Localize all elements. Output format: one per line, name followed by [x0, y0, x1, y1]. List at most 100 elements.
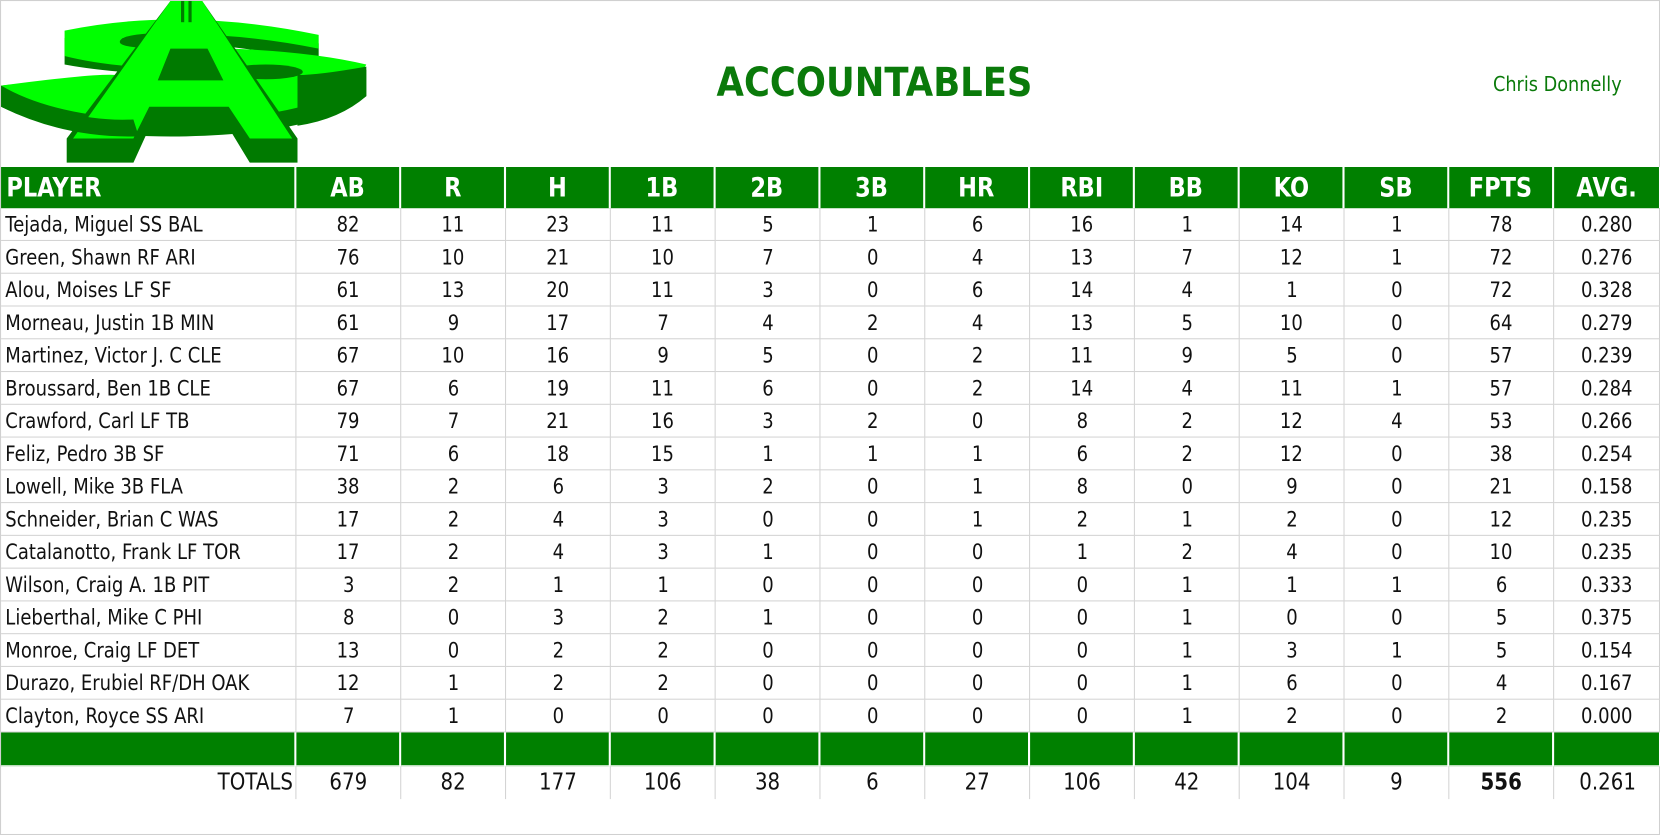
total-cell-sb[interactable]: 9: [1345, 766, 1450, 800]
stat-cell-ko[interactable]: 5: [1239, 339, 1345, 373]
stat-cell-r[interactable]: 1: [401, 699, 507, 733]
stat-cell-3b[interactable]: 0: [820, 372, 926, 405]
stat-cell-r[interactable]: 0: [401, 601, 507, 635]
stat-cell-sb[interactable]: 0: [1344, 666, 1450, 700]
player-cell[interactable]: Broussard, Ben 1B CLE: [1, 372, 297, 405]
stat-cell-ko[interactable]: 4: [1239, 535, 1345, 569]
total-cell-hr[interactable]: 27: [925, 766, 1031, 800]
player-cell[interactable]: Monroe, Craig LF DET: [1, 634, 297, 667]
stat-cell-sb[interactable]: 0: [1344, 535, 1450, 569]
stat-cell-bb[interactable]: 1: [1134, 568, 1240, 602]
stat-cell-h[interactable]: 21: [506, 240, 611, 274]
stat-cell-hr[interactable]: 0: [925, 404, 1031, 438]
stat-cell-avg[interactable]: 0.279: [1554, 307, 1660, 340]
stat-cell-sb[interactable]: 1: [1344, 568, 1450, 602]
stat-cell-bb[interactable]: 5: [1134, 306, 1240, 340]
column-header-rbi[interactable]: RBI: [1030, 167, 1135, 209]
stat-cell-fpts[interactable]: 4: [1449, 666, 1555, 700]
total-cell-ab[interactable]: 679: [296, 766, 402, 800]
stat-cell-fpts[interactable]: 5: [1449, 634, 1555, 667]
player-cell[interactable]: Green, Shawn RF ARI: [1, 240, 297, 274]
stat-cell-1b[interactable]: 0: [610, 699, 716, 733]
column-header-fpts[interactable]: FPTS: [1449, 167, 1555, 209]
stat-cell-ab[interactable]: 38: [296, 470, 402, 504]
stat-cell-2b[interactable]: 1: [715, 437, 821, 471]
stat-cell-hr[interactable]: 0: [925, 666, 1031, 700]
player-cell[interactable]: Clayton, Royce SS ARI: [1, 699, 297, 733]
stat-cell-bb[interactable]: 1: [1134, 503, 1240, 536]
stat-cell-bb[interactable]: 2: [1134, 437, 1240, 471]
stat-cell-hr[interactable]: 0: [925, 535, 1031, 569]
stat-cell-fpts[interactable]: 57: [1449, 372, 1555, 405]
stat-cell-rbi[interactable]: 11: [1030, 339, 1135, 373]
stat-cell-avg[interactable]: 0.158: [1554, 470, 1660, 504]
stat-cell-3b[interactable]: 0: [820, 240, 926, 274]
stat-cell-1b[interactable]: 15: [610, 437, 716, 471]
stat-cell-2b[interactable]: 3: [715, 273, 821, 307]
player-cell[interactable]: Durazo, Erubiel RF/DH OAK: [1, 666, 297, 700]
stat-cell-3b[interactable]: 1: [820, 208, 926, 241]
total-cell-3b[interactable]: 6: [820, 766, 926, 800]
stat-cell-hr[interactable]: 1: [925, 503, 1031, 536]
stat-cell-1b[interactable]: 11: [610, 273, 716, 307]
stat-cell-bb[interactable]: 1: [1134, 634, 1240, 667]
stat-cell-ko[interactable]: 10: [1239, 306, 1345, 340]
stat-cell-ab[interactable]: 7: [296, 699, 402, 733]
stat-cell-hr[interactable]: 0: [925, 699, 1031, 733]
total-cell-r[interactable]: 82: [401, 766, 507, 800]
stat-cell-sb[interactable]: 4: [1344, 404, 1450, 438]
stat-cell-rbi[interactable]: 13: [1030, 306, 1135, 340]
stat-cell-ko[interactable]: 2: [1239, 503, 1345, 536]
stat-cell-2b[interactable]: 4: [715, 306, 821, 340]
stat-cell-ab[interactable]: 17: [296, 535, 402, 569]
stat-cell-3b[interactable]: 1: [820, 437, 926, 471]
stat-cell-sb[interactable]: 0: [1344, 470, 1450, 504]
stat-cell-bb[interactable]: 9: [1134, 339, 1240, 373]
stat-cell-rbi[interactable]: 0: [1030, 568, 1135, 602]
column-header-ko[interactable]: KO: [1239, 167, 1345, 209]
stat-cell-h[interactable]: 4: [506, 503, 611, 536]
stat-cell-3b[interactable]: 0: [820, 339, 926, 373]
stat-cell-fpts[interactable]: 12: [1449, 503, 1555, 536]
stat-cell-sb[interactable]: 0: [1344, 437, 1450, 471]
stat-cell-h[interactable]: 1: [506, 568, 611, 602]
stat-cell-fpts[interactable]: 53: [1449, 404, 1555, 438]
player-cell[interactable]: Martinez, Victor J. C CLE: [1, 339, 297, 373]
stat-cell-sb[interactable]: 0: [1344, 339, 1450, 373]
stat-cell-h[interactable]: 21: [506, 404, 611, 438]
stat-cell-h[interactable]: 17: [506, 306, 611, 340]
stat-cell-bb[interactable]: 1: [1134, 699, 1240, 733]
stat-cell-h[interactable]: 4: [506, 535, 611, 569]
stat-cell-ab[interactable]: 8: [296, 601, 402, 635]
player-cell[interactable]: Alou, Moises LF SF: [1, 273, 297, 307]
stat-cell-2b[interactable]: 0: [715, 699, 821, 733]
stat-cell-r[interactable]: 6: [401, 437, 507, 471]
stat-cell-ko[interactable]: 0: [1239, 601, 1345, 635]
stat-cell-ko[interactable]: 14: [1239, 208, 1345, 241]
stat-cell-2b[interactable]: 6: [715, 372, 821, 405]
stat-cell-ab[interactable]: 71: [296, 437, 402, 471]
stat-cell-rbi[interactable]: 14: [1030, 372, 1135, 405]
stat-cell-r[interactable]: 2: [401, 568, 507, 602]
stat-cell-3b[interactable]: 0: [820, 503, 926, 536]
stat-cell-rbi[interactable]: 8: [1030, 470, 1135, 504]
stat-cell-fpts[interactable]: 2: [1449, 699, 1555, 733]
player-cell[interactable]: Lowell, Mike 3B FLA: [1, 470, 297, 504]
stat-cell-bb[interactable]: 1: [1134, 601, 1240, 635]
stat-cell-h[interactable]: 2: [506, 666, 611, 700]
stat-cell-fpts[interactable]: 78: [1449, 208, 1555, 241]
stat-cell-fpts[interactable]: 5: [1449, 601, 1555, 635]
stat-cell-1b[interactable]: 3: [610, 503, 716, 536]
column-header-hr[interactable]: HR: [925, 167, 1031, 209]
stat-cell-bb[interactable]: 4: [1134, 273, 1240, 307]
stat-cell-ab[interactable]: 67: [296, 339, 402, 373]
stat-cell-rbi[interactable]: 6: [1030, 437, 1135, 471]
stat-cell-ab[interactable]: 3: [296, 568, 402, 602]
stat-cell-r[interactable]: 2: [401, 470, 507, 504]
stat-cell-avg[interactable]: 0.280: [1554, 208, 1660, 241]
stat-cell-sb[interactable]: 1: [1344, 634, 1450, 667]
stat-cell-fpts[interactable]: 64: [1449, 306, 1555, 340]
stat-cell-hr[interactable]: 6: [925, 273, 1031, 307]
stat-cell-h[interactable]: 18: [506, 437, 611, 471]
stat-cell-bb[interactable]: 1: [1134, 208, 1240, 241]
